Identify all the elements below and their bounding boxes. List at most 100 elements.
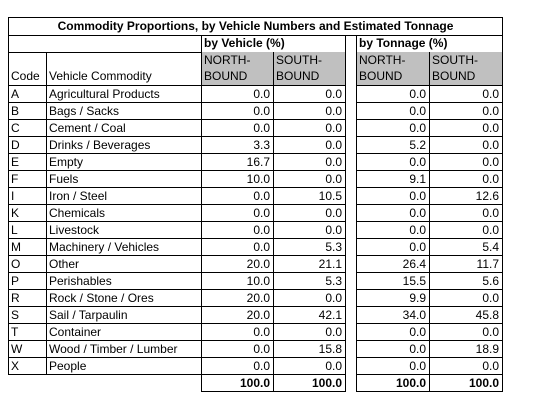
row-vehicle-south: 0.0 <box>273 222 346 239</box>
row-code: C <box>8 120 46 137</box>
row-vehicle-south: 21.1 <box>273 256 346 273</box>
row-vehicle-north: 3.3 <box>201 137 273 154</box>
row-tonnage-north: 0.0 <box>356 103 429 120</box>
row-tonnage-north: 15.5 <box>356 273 429 290</box>
row-vehicle-north: 0.0 <box>201 86 273 103</box>
row-commodity: Perishables <box>46 273 201 290</box>
row-commodity: Other <box>46 256 201 273</box>
group-header-tonnage: by Tonnage (%) <box>356 35 503 53</box>
row-vehicle-north: 10.0 <box>201 273 273 290</box>
row-tonnage-south: 11.7 <box>429 256 503 273</box>
row-tonnage-north: 0.0 <box>356 341 429 358</box>
row-tonnage-north: 0.0 <box>356 188 429 205</box>
row-vehicle-south: 0.0 <box>273 120 346 137</box>
row-tonnage-south: 5.4 <box>429 239 503 256</box>
row-tonnage-north: 26.4 <box>356 256 429 273</box>
column-header-tonnage-south-line1: SOUTH- <box>432 53 478 67</box>
row-tonnage-south: 0.0 <box>429 171 503 188</box>
row-code: F <box>8 171 46 188</box>
row-tonnage-south: 0.0 <box>429 324 503 341</box>
row-commodity: Rock / Stone / Ores <box>46 290 201 307</box>
column-header-tonnage-south-line2: BOUND <box>432 69 476 83</box>
row-vehicle-south: 0.0 <box>273 171 346 188</box>
row-vehicle-north: 0.0 <box>201 239 273 256</box>
row-vehicle-north: 0.0 <box>201 120 273 137</box>
row-code: T <box>8 324 46 341</box>
row-tonnage-north: 0.0 <box>356 154 429 171</box>
row-commodity: Drinks / Beverages <box>46 137 201 154</box>
row-commodity: Bags / Sacks <box>46 103 201 120</box>
row-vehicle-south: 0.0 <box>273 205 346 222</box>
row-vehicle-south: 0.0 <box>273 137 346 154</box>
column-header-tonnage-north-line2: BOUND <box>359 69 403 83</box>
row-commodity: Machinery / Vehicles <box>46 239 201 256</box>
row-code: R <box>8 290 46 307</box>
column-header-commodity: Vehicle Commodity <box>46 52 201 86</box>
row-vehicle-south: 5.3 <box>273 273 346 290</box>
row-vehicle-north: 10.0 <box>201 171 273 188</box>
row-commodity: Agricultural Products <box>46 86 201 103</box>
row-vehicle-south: 10.5 <box>273 188 346 205</box>
row-tonnage-south: 0.0 <box>429 137 503 154</box>
row-commodity: Chemicals <box>46 205 201 222</box>
row-vehicle-south: 0.0 <box>273 103 346 120</box>
row-vehicle-north: 0.0 <box>201 103 273 120</box>
group-header-vehicle: by Vehicle (%) <box>201 35 346 53</box>
row-vehicle-north: 20.0 <box>201 290 273 307</box>
row-vehicle-south: 15.8 <box>273 341 346 358</box>
column-header-vehicle-north-line1: NORTH- <box>204 53 251 67</box>
column-header-tonnage-north-line1: NORTH- <box>359 53 406 67</box>
row-tonnage-south: 0.0 <box>429 86 503 103</box>
row-code: L <box>8 222 46 239</box>
row-vehicle-south: 0.0 <box>273 86 346 103</box>
row-code: D <box>8 137 46 154</box>
row-tonnage-south: 0.0 <box>429 154 503 171</box>
row-code: O <box>8 256 46 273</box>
row-code: M <box>8 239 46 256</box>
header-blank <box>8 35 201 53</box>
column-header-vehicle-south: SOUTH- BOUND <box>273 52 346 86</box>
row-vehicle-north: 0.0 <box>201 188 273 205</box>
row-commodity: Empty <box>46 154 201 171</box>
row-tonnage-north: 0.0 <box>356 222 429 239</box>
row-vehicle-north: 16.7 <box>201 154 273 171</box>
row-tonnage-south: 0.0 <box>429 120 503 137</box>
row-tonnage-north: 0.0 <box>356 239 429 256</box>
row-tonnage-south: 18.9 <box>429 341 503 358</box>
column-header-vehicle-south-line1: SOUTH- <box>276 53 322 67</box>
row-vehicle-south: 0.0 <box>273 290 346 307</box>
row-vehicle-south: 42.1 <box>273 307 346 324</box>
row-commodity: People <box>46 358 201 375</box>
total-vehicle-north: 100.0 <box>201 375 273 392</box>
column-header-code: Code <box>8 52 46 86</box>
row-tonnage-south: 45.8 <box>429 307 503 324</box>
row-code: W <box>8 341 46 358</box>
row-tonnage-north: 0.0 <box>356 86 429 103</box>
row-tonnage-south: 5.6 <box>429 273 503 290</box>
row-tonnage-south: 0.0 <box>429 290 503 307</box>
row-tonnage-north: 0.0 <box>356 358 429 375</box>
row-vehicle-north: 0.0 <box>201 341 273 358</box>
row-vehicle-north: 0.0 <box>201 205 273 222</box>
row-tonnage-north: 0.0 <box>356 324 429 341</box>
column-header-code-label: Code <box>11 69 40 83</box>
row-commodity: Sail / Tarpaulin <box>46 307 201 324</box>
total-tonnage-south: 100.0 <box>429 375 503 392</box>
row-tonnage-south: 0.0 <box>429 205 503 222</box>
row-code: P <box>8 273 46 290</box>
row-code: S <box>8 307 46 324</box>
row-code: E <box>8 154 46 171</box>
row-tonnage-north: 9.9 <box>356 290 429 307</box>
row-tonnage-south: 0.0 <box>429 103 503 120</box>
row-tonnage-south: 0.0 <box>429 222 503 239</box>
row-tonnage-south: 0.0 <box>429 358 503 375</box>
row-code: B <box>8 103 46 120</box>
row-code: X <box>8 358 46 375</box>
column-header-tonnage-south: SOUTH- BOUND <box>429 52 503 86</box>
row-tonnage-south: 12.6 <box>429 188 503 205</box>
row-commodity: Container <box>46 324 201 341</box>
row-vehicle-north: 0.0 <box>201 324 273 341</box>
row-code: I <box>8 188 46 205</box>
row-code: K <box>8 205 46 222</box>
